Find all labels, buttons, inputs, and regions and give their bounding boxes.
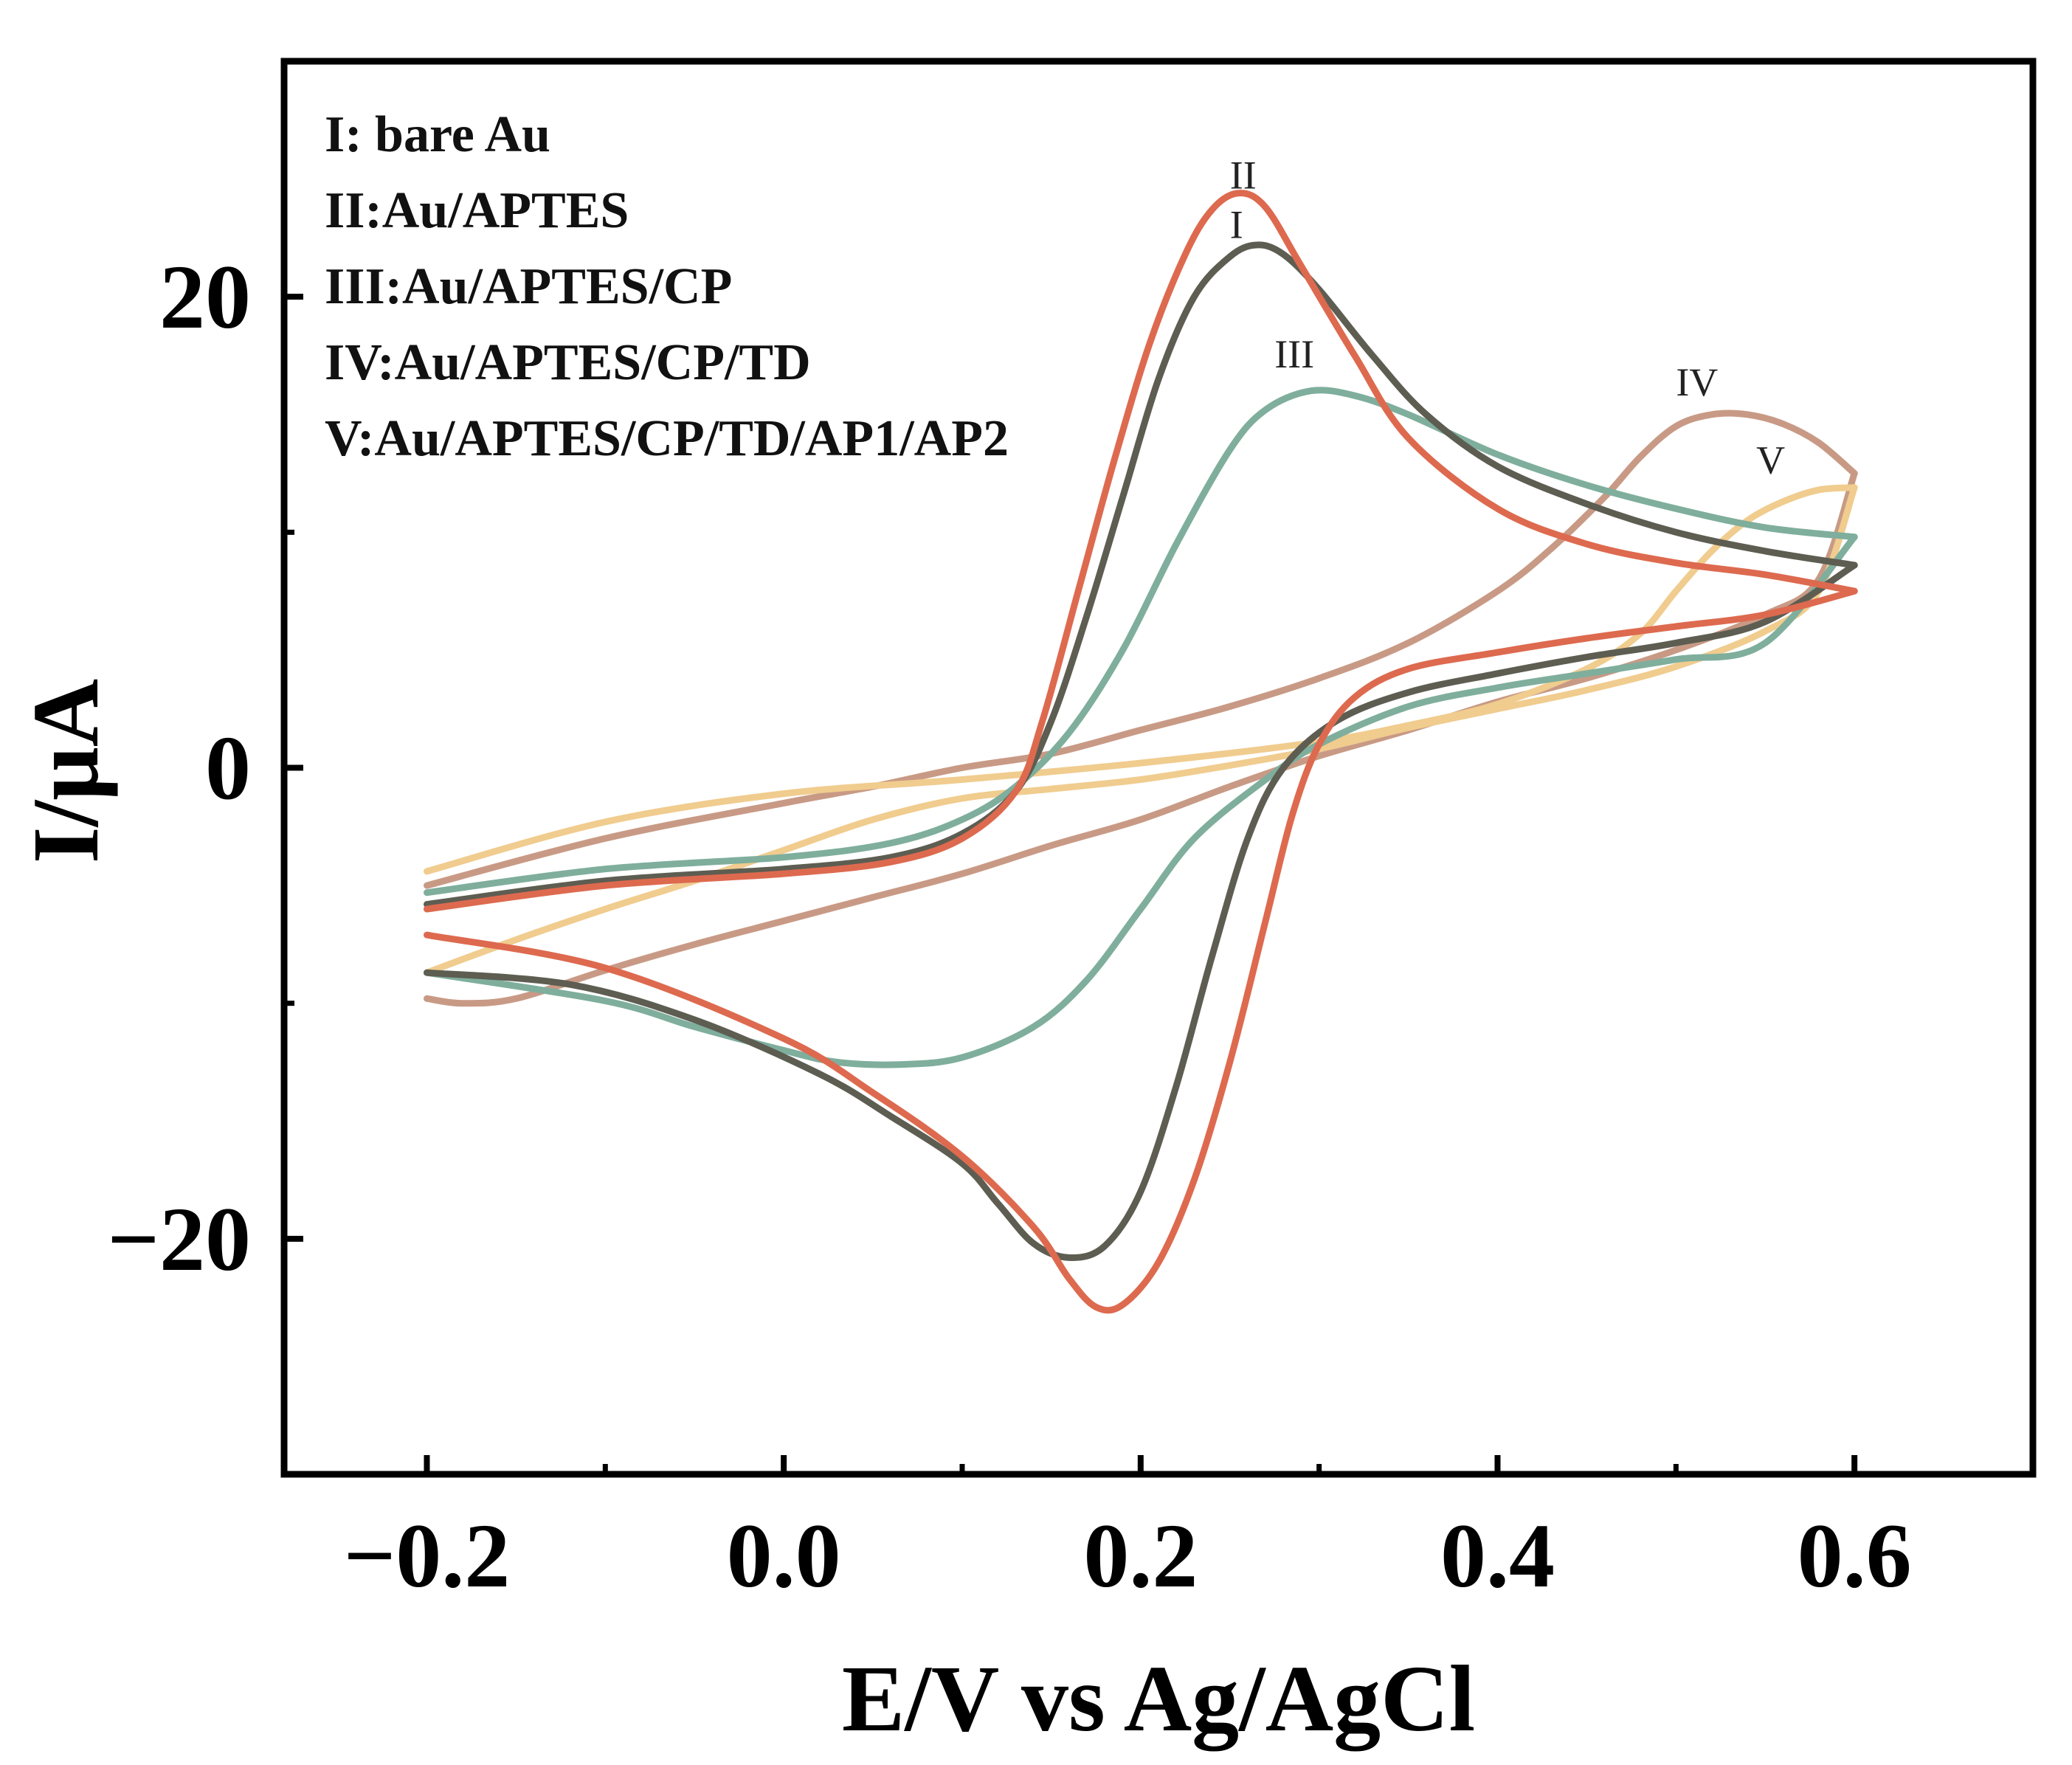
x-tick-label: −0.2 xyxy=(344,1505,511,1606)
legend: I: bare Au II:Au/APTES III:Au/APTES/CP IV:A… xyxy=(325,106,1009,467)
curve-series-ii-forward xyxy=(424,190,1858,913)
curve-series-iv-reverse xyxy=(424,470,1858,1007)
y-axis-title: I/μA xyxy=(13,679,118,863)
x-tick-label: 0.4 xyxy=(1440,1505,1555,1606)
curve-series-iii-forward xyxy=(424,387,1858,897)
x-tick-label: 0.0 xyxy=(727,1505,841,1606)
tick-labels-layer: −0.2 0.0 0.2 0.4 0.6 −20 0 20 xyxy=(107,246,1911,1606)
legend-entry-1: I: bare Au xyxy=(325,106,550,163)
curve-label-iv: IV xyxy=(1676,360,1718,404)
legend-entry-3: III:Au/APTES/CP xyxy=(325,258,732,315)
ticks-layer xyxy=(284,294,1858,1474)
curve-series-i-reverse xyxy=(424,562,1858,1261)
y-tick-label: −20 xyxy=(107,1189,251,1290)
curve-series-iv-forward xyxy=(424,410,1858,889)
curve-label-v: V xyxy=(1756,438,1785,483)
curve-series-i-forward xyxy=(424,241,1858,908)
curve-label-ii: II xyxy=(1230,153,1257,197)
legend-entry-2: II:Au/APTES xyxy=(325,182,629,239)
legend-entry-4: IV:Au/APTES/CP/TD xyxy=(325,334,811,391)
legend-entry-5: V:Au/APTES/CP/TD/AP1/AP2 xyxy=(325,410,1009,467)
curves-layer xyxy=(424,190,1858,1314)
x-axis-title: E/V vs Ag/AgCl xyxy=(842,1646,1475,1751)
y-tick-label: 0 xyxy=(205,718,251,819)
curve-label-i: I xyxy=(1230,202,1243,246)
curve-label-iii: III xyxy=(1274,332,1314,376)
x-tick-label: 0.6 xyxy=(1798,1505,1912,1606)
curve-series-v-reverse xyxy=(424,484,1858,976)
y-tick-label: 20 xyxy=(159,246,251,348)
curve-series-ii-reverse xyxy=(424,587,1858,1314)
x-tick-label: 0.2 xyxy=(1083,1505,1198,1606)
